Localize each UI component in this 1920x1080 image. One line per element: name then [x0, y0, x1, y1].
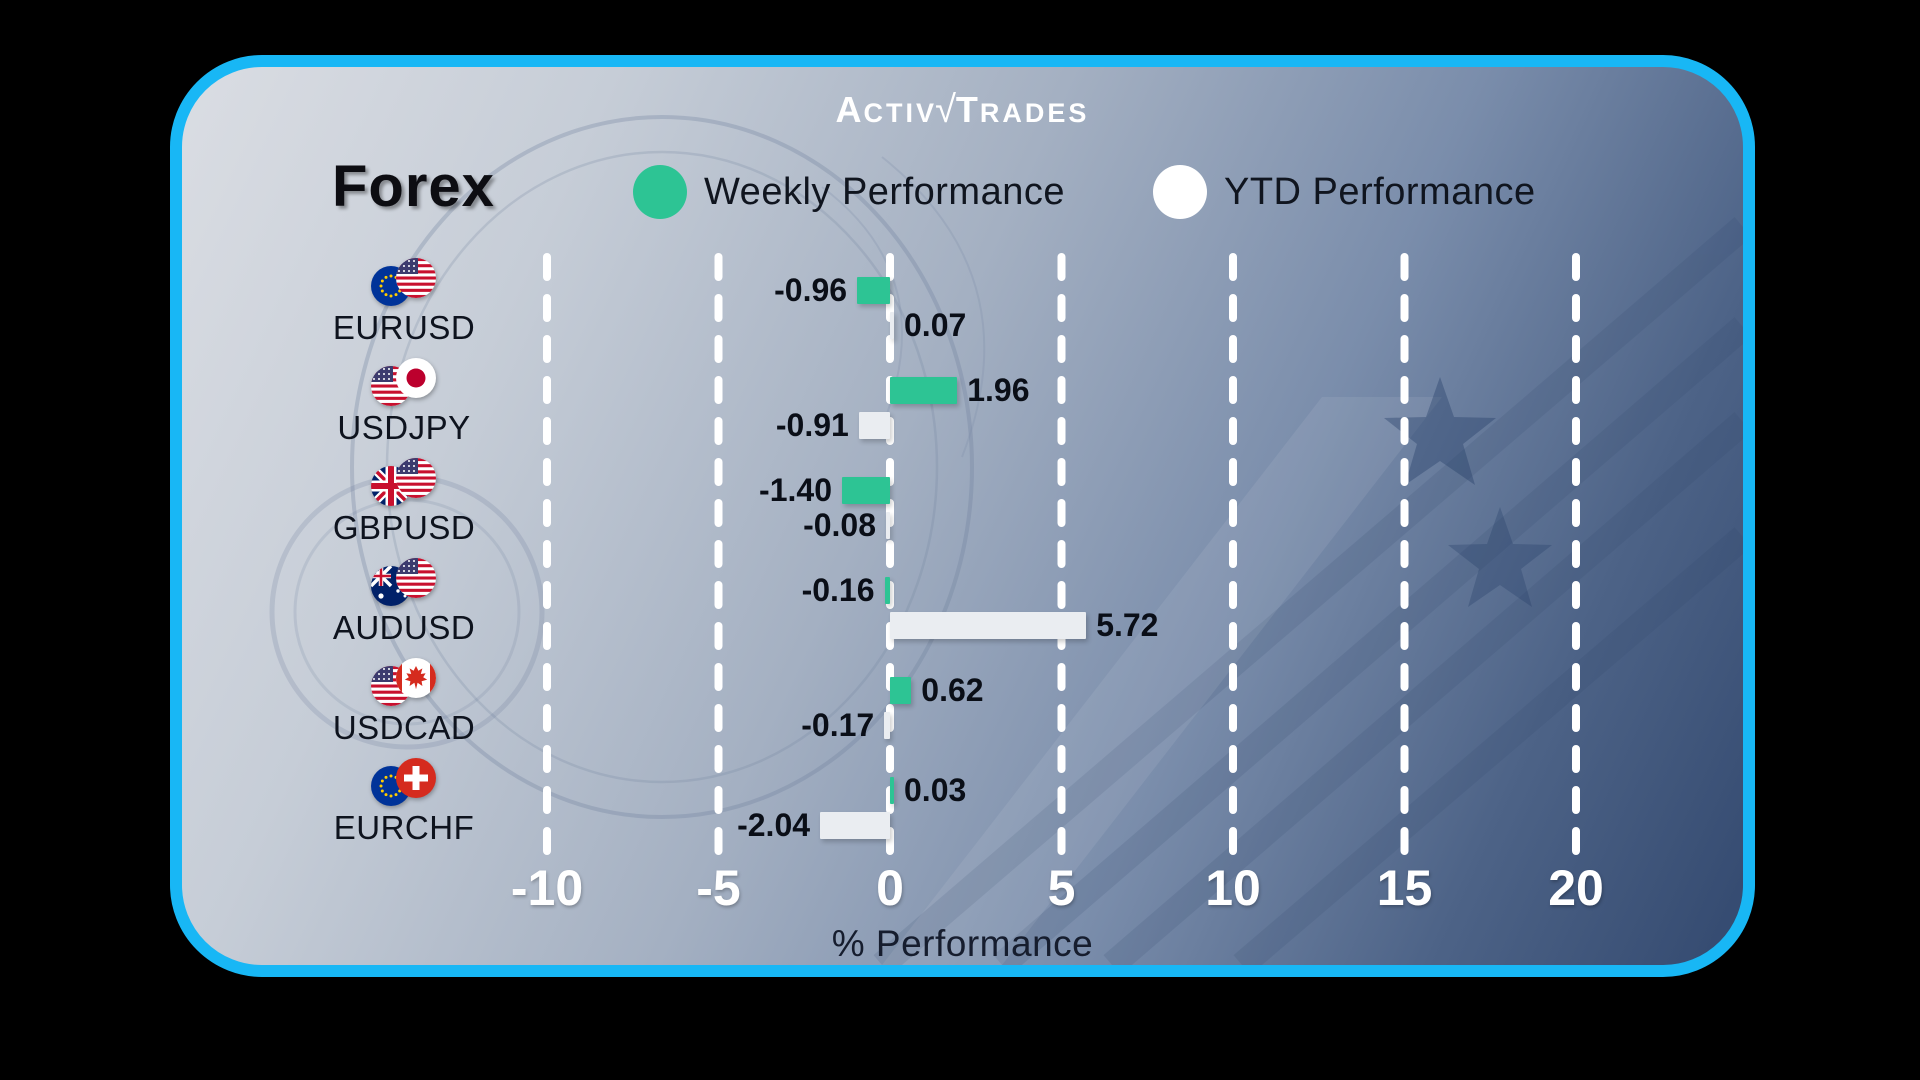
bar-weekly-AUDUSD: [884, 577, 890, 604]
bar-value-ytd-GBPUSD: -0.08: [803, 507, 876, 543]
pair-label-GBPUSD: GBPUSD: [332, 509, 476, 546]
bar-value-weekly-USDCAD: 0.62: [921, 672, 984, 708]
logo-radical-glyph: √: [935, 89, 958, 131]
x-tick-15: 15: [1376, 860, 1433, 916]
x-tick--5: -5: [696, 860, 741, 916]
forex-performance-card: ACTIV√TRADES Forex Weekly Performance YT…: [170, 55, 1755, 977]
flag-pair-USDJPY: [371, 358, 437, 406]
bar-value-weekly-EURUSD: -0.96: [774, 272, 848, 308]
bar-weekly-USDCAD: [890, 677, 912, 704]
pair-label-EURCHF: EURCHF: [333, 809, 475, 846]
flag-pair-EURCHF: [371, 758, 437, 806]
logo-part: T: [955, 89, 980, 130]
bar-value-weekly-EURCHF: 0.03: [904, 772, 967, 808]
bar-value-weekly-USDJPY: 1.96: [967, 372, 1030, 408]
logo-part: RADES: [979, 98, 1090, 128]
jp-flag-icon: [396, 358, 436, 398]
x-tick--10: -10: [510, 860, 584, 916]
bar-value-weekly-GBPUSD: -1.40: [759, 472, 832, 508]
ca-flag-icon: [396, 658, 436, 698]
us-flag-icon: [396, 558, 436, 598]
logo-part: CTIV: [863, 98, 938, 128]
bar-ytd-USDCAD: [884, 712, 890, 739]
pair-label-AUDUSD: AUDUSD: [332, 609, 476, 646]
bar-weekly-GBPUSD: [841, 477, 890, 504]
bar-value-ytd-USDCAD: -0.17: [801, 707, 875, 743]
bar-value-ytd-EURCHF: -2.04: [737, 807, 811, 843]
gridlines: [543, 253, 1580, 861]
pair-row-AUDUSD: AUDUSD: [274, 558, 534, 647]
bar-ytd-EURUSD: [890, 312, 894, 339]
flag-pair-EURUSD: [371, 258, 437, 306]
us-flag-icon: [396, 258, 436, 298]
bar-weekly-USDJPY: [890, 377, 958, 404]
legend-weekly-dot: [633, 165, 687, 219]
ch-flag-icon: [396, 758, 436, 798]
pair-row-EURUSD: EURUSD: [274, 258, 534, 347]
pair-row-USDCAD: USDCAD: [274, 658, 534, 747]
bar-ytd-EURCHF: [820, 812, 890, 839]
bar-weekly-EURUSD: [857, 277, 890, 304]
x-tick-0: 0: [876, 860, 904, 916]
flag-pair-GBPUSD: [371, 458, 437, 506]
legend-ytd-dot: [1153, 165, 1207, 219]
x-axis-title: % Performance: [831, 923, 1094, 964]
pair-label-USDCAD: USDCAD: [332, 709, 476, 746]
x-tick-10: 10: [1205, 860, 1261, 916]
bar-weekly-EURCHF: [890, 777, 894, 804]
bar-value-weekly-AUDUSD: -0.16: [801, 572, 875, 608]
pair-row-GBPUSD: GBPUSD: [274, 458, 534, 547]
us-flag-icon: [396, 458, 436, 498]
pair-row-USDJPY: USDJPY: [274, 358, 534, 447]
logo-part: A: [835, 89, 864, 130]
bar-value-ytd-AUDUSD: 5.72: [1096, 607, 1159, 643]
x-tick-5: 5: [1047, 860, 1076, 916]
pair-label-EURUSD: EURUSD: [332, 309, 476, 346]
page-title: Forex: [332, 154, 495, 219]
flag-pair-AUDUSD: [371, 558, 437, 606]
bar-ytd-USDJPY: [858, 412, 890, 439]
bar-ytd-AUDUSD: [890, 612, 1087, 639]
flag-pair-USDCAD: [371, 658, 437, 706]
legend-weekly-label: Weekly Performance: [704, 171, 1065, 213]
legend-ytd-label: YTD Performance: [1224, 171, 1536, 213]
activtrades-logo: ACTIV√TRADES: [182, 89, 1743, 132]
x-tick-20: 20: [1548, 860, 1604, 916]
bar-ytd-GBPUSD: [886, 512, 890, 539]
pair-row-EURCHF: EURCHF: [274, 758, 534, 847]
bar-value-ytd-USDJPY: -0.91: [775, 407, 849, 443]
pair-label-USDJPY: USDJPY: [337, 409, 471, 446]
bar-value-ytd-EURUSD: 0.07: [904, 307, 967, 343]
